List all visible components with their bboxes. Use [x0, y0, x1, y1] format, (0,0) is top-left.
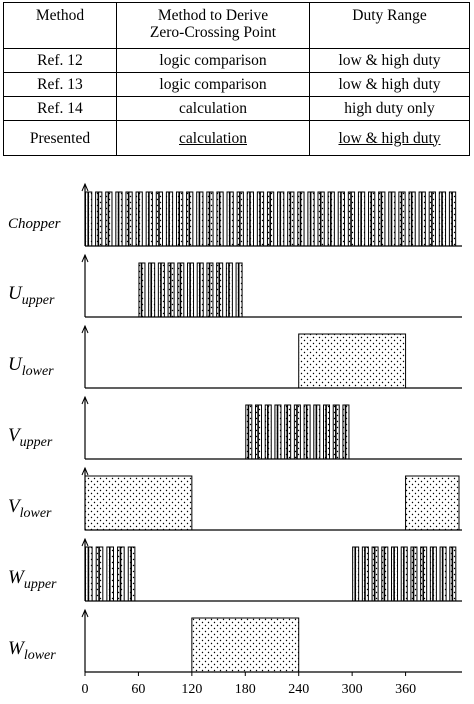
cell-derive: calculation	[116, 120, 310, 156]
x-tick-label: 120	[181, 682, 202, 697]
header-derive: Method to Derive Zero-Crossing Point	[116, 2, 310, 49]
axis-arrow-icon	[81, 466, 89, 476]
signal-label: Wlower	[8, 638, 56, 663]
table-row: Ref. 14 calculation high duty only	[3, 96, 470, 121]
signal-label: Chopper	[8, 216, 61, 232]
cell-duty: low & high duty	[309, 120, 470, 156]
table-row: Presented calculation low & high duty	[3, 120, 470, 156]
signal-label: Vlower	[8, 496, 52, 521]
signal-label: Wupper	[8, 567, 57, 592]
cell-method: Ref. 12	[3, 48, 117, 73]
cell-duty: low & high duty	[309, 48, 470, 73]
x-tick-label: 0	[82, 682, 89, 697]
x-tick-label: 60	[131, 682, 145, 697]
cell-method: Ref. 14	[3, 96, 117, 121]
conduction-pulse	[84, 475, 193, 531]
table-row: Ref. 12 logic comparison low & high duty	[3, 48, 470, 73]
x-tick-label: 360	[395, 682, 416, 697]
cell-derive: logic comparison	[116, 72, 310, 97]
signal-label: Ulower	[8, 354, 54, 379]
conduction-pulse	[405, 475, 460, 531]
cell-derive: calculation	[116, 96, 310, 121]
table-row: Ref. 13 logic comparison low & high duty	[3, 72, 470, 97]
conduction-pulse	[298, 333, 407, 389]
header-duty: Duty Range	[309, 2, 470, 49]
signal-label: Vupper	[8, 425, 53, 450]
table-header-row: Method Method to Derive Zero-Crossing Po…	[3, 2, 470, 49]
signal-label: Uupper	[8, 283, 55, 308]
cell-duty: low & high duty	[309, 72, 470, 97]
axis-arrow-icon	[81, 253, 89, 263]
x-tick-label: 300	[342, 682, 363, 697]
cell-duty: high duty only	[309, 96, 470, 121]
axis-arrow-icon	[81, 324, 89, 334]
cell-method: Ref. 13	[3, 72, 117, 97]
comparison-table: Method Method to Derive Zero-Crossing Po…	[3, 2, 470, 156]
axis-arrow-icon	[81, 608, 89, 618]
axis-arrow-icon	[81, 395, 89, 405]
cell-derive: logic comparison	[116, 48, 310, 73]
header-method: Method	[3, 2, 117, 49]
cell-method: Presented	[3, 120, 117, 156]
switching-timing-diagram: Chopper Uupper Ulower Vupper Vlower Wupper Wlo…	[8, 182, 462, 697]
axis-arrow-icon	[81, 537, 89, 547]
x-tick-label: 240	[288, 682, 309, 697]
conduction-pulse	[191, 617, 300, 673]
x-tick-label: 180	[235, 682, 256, 697]
axis-arrow-icon	[81, 182, 89, 192]
